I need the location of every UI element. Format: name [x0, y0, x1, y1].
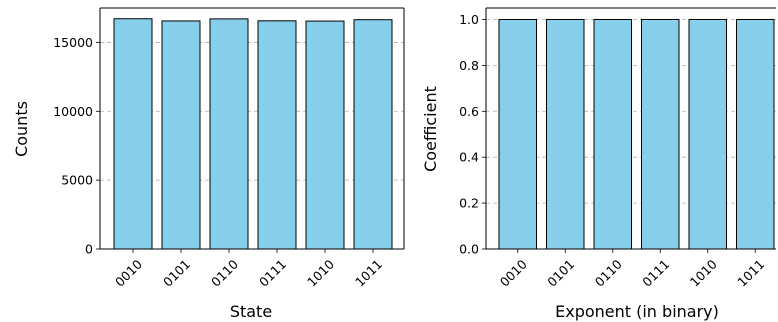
- counts-bar-0110: [209, 18, 249, 250]
- counts-bar-0010: [113, 18, 153, 250]
- coefficient-x-tick-label: 0111: [639, 257, 672, 290]
- counts-chart: Counts State 0010 0101 0110 0111 1010 1011 0 50…: [12, 7, 405, 321]
- counts-bar-0111: [257, 20, 297, 250]
- counts-bar-0101: [161, 20, 201, 250]
- coefficient-bar-0110: [593, 18, 632, 250]
- coefficient-y-tick-label: 0.0: [459, 242, 479, 257]
- coefficient-y-tick-label: 0.4: [459, 150, 479, 165]
- coefficient-axes-frame: [485, 7, 776, 250]
- counts-x-tick-label: 0110: [208, 256, 241, 289]
- counts-x-tick-label: 1010: [304, 256, 337, 289]
- coefficient-bar-0101: [546, 18, 585, 250]
- counts-x-tick-label: 0101: [160, 257, 193, 290]
- coefficient-bar-1010: [688, 18, 727, 250]
- coefficient-x-tick-label: 0101: [544, 257, 577, 290]
- counts-y-tick-label: 10000: [53, 104, 93, 119]
- coefficient-bars: [498, 18, 775, 250]
- counts-y-tick-label: 15000: [53, 35, 93, 50]
- counts-x-axis-label: State: [230, 302, 272, 321]
- coefficient-y-tick-label: 1.0: [459, 12, 479, 27]
- counts-bar-1010: [305, 20, 345, 250]
- coefficient-bar-0010: [498, 18, 537, 250]
- coefficient-y-tick-label: 0.8: [459, 58, 479, 73]
- coefficient-gridlines: [486, 19, 776, 204]
- counts-y-tick-label: 0: [85, 242, 93, 257]
- coefficient-x-axis-label: Exponent (in binary): [555, 302, 719, 321]
- coefficient-x-tick-label: 0110: [592, 256, 625, 289]
- counts-y-tick-label: 5000: [61, 173, 93, 188]
- counts-y-axis-label: Counts: [12, 101, 31, 157]
- coefficient-x-tick-label: 0010: [497, 256, 530, 289]
- coefficient-y-tick-label: 0.2: [459, 196, 479, 211]
- counts-bars: [113, 18, 393, 250]
- counts-x-tick-label: 0111: [256, 257, 289, 290]
- coefficient-y-axis-label: Coefficient: [421, 86, 440, 172]
- coefficient-chart: Coefficient Exponent (in binary) 0010 010…: [421, 7, 776, 321]
- coefficient-bar-0111: [641, 18, 680, 250]
- coefficient-x-tick-label: 1010: [687, 256, 720, 289]
- coefficient-x-tick-label: 1011: [734, 257, 767, 290]
- coefficient-bar-1011: [736, 18, 775, 250]
- counts-x-tick-label: 0010: [112, 256, 145, 289]
- counts-x-tick-label: 1011: [352, 257, 385, 290]
- counts-axes-frame: [99, 7, 405, 250]
- coefficient-y-tick-label: 0.6: [459, 104, 479, 119]
- counts-bar-1011: [353, 19, 393, 250]
